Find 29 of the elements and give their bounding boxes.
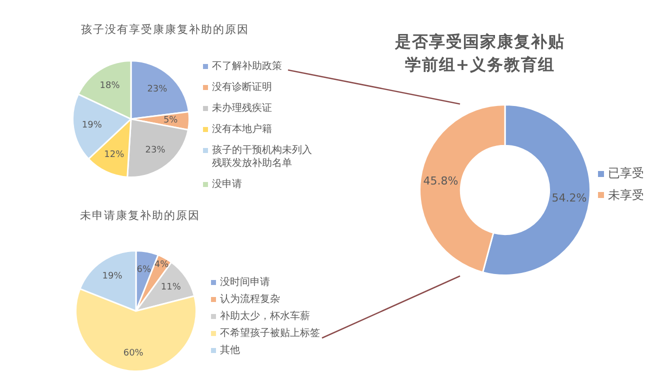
data-label: 54.2% bbox=[552, 191, 587, 204]
legend-label: 孩子的干预机构未列入残联发放补助名单 bbox=[212, 144, 313, 170]
data-label: 23% bbox=[147, 84, 168, 95]
legend-label: 不希望孩子被贴上标签 bbox=[220, 327, 320, 340]
legend-label: 未办理残疾证 bbox=[212, 102, 272, 115]
legend-label: 其他 bbox=[220, 344, 240, 357]
data-label: 19% bbox=[102, 271, 123, 282]
legend-label: 不了解补助政策 bbox=[212, 60, 282, 73]
data-label: 45.8% bbox=[423, 174, 458, 188]
data-label: 23% bbox=[145, 146, 166, 156]
legend-label: 未享受 bbox=[608, 188, 644, 204]
legend-label: 没时间申请 bbox=[220, 276, 270, 289]
data-label: 6% bbox=[136, 264, 152, 275]
data-label: 19% bbox=[82, 120, 102, 131]
data-label: 11% bbox=[160, 282, 182, 293]
data-label: 60% bbox=[123, 348, 144, 358]
legend-label: 补助太少，杯水车薪 bbox=[220, 310, 310, 323]
chart-title: 是否享受国家康复补贴 bbox=[394, 31, 566, 53]
data-label: 18% bbox=[100, 80, 120, 91]
data-label: 12% bbox=[104, 150, 125, 160]
legend-label: 认为流程复杂 bbox=[220, 293, 280, 306]
chart-subtitle: 学前组+义务教育组 bbox=[404, 54, 556, 76]
legend-label: 没申请 bbox=[212, 178, 242, 191]
legend-label: 没有诊断证明 bbox=[212, 81, 272, 94]
data-label: 5% bbox=[163, 116, 178, 126]
chart-title: 未申请康复补助的原因 bbox=[79, 208, 201, 224]
legend-label: 已享受 bbox=[608, 166, 644, 182]
legend-label: 没有本地户籍 bbox=[212, 123, 272, 136]
chart-title: 孩子没有享受康康复补助的原因 bbox=[80, 22, 250, 38]
